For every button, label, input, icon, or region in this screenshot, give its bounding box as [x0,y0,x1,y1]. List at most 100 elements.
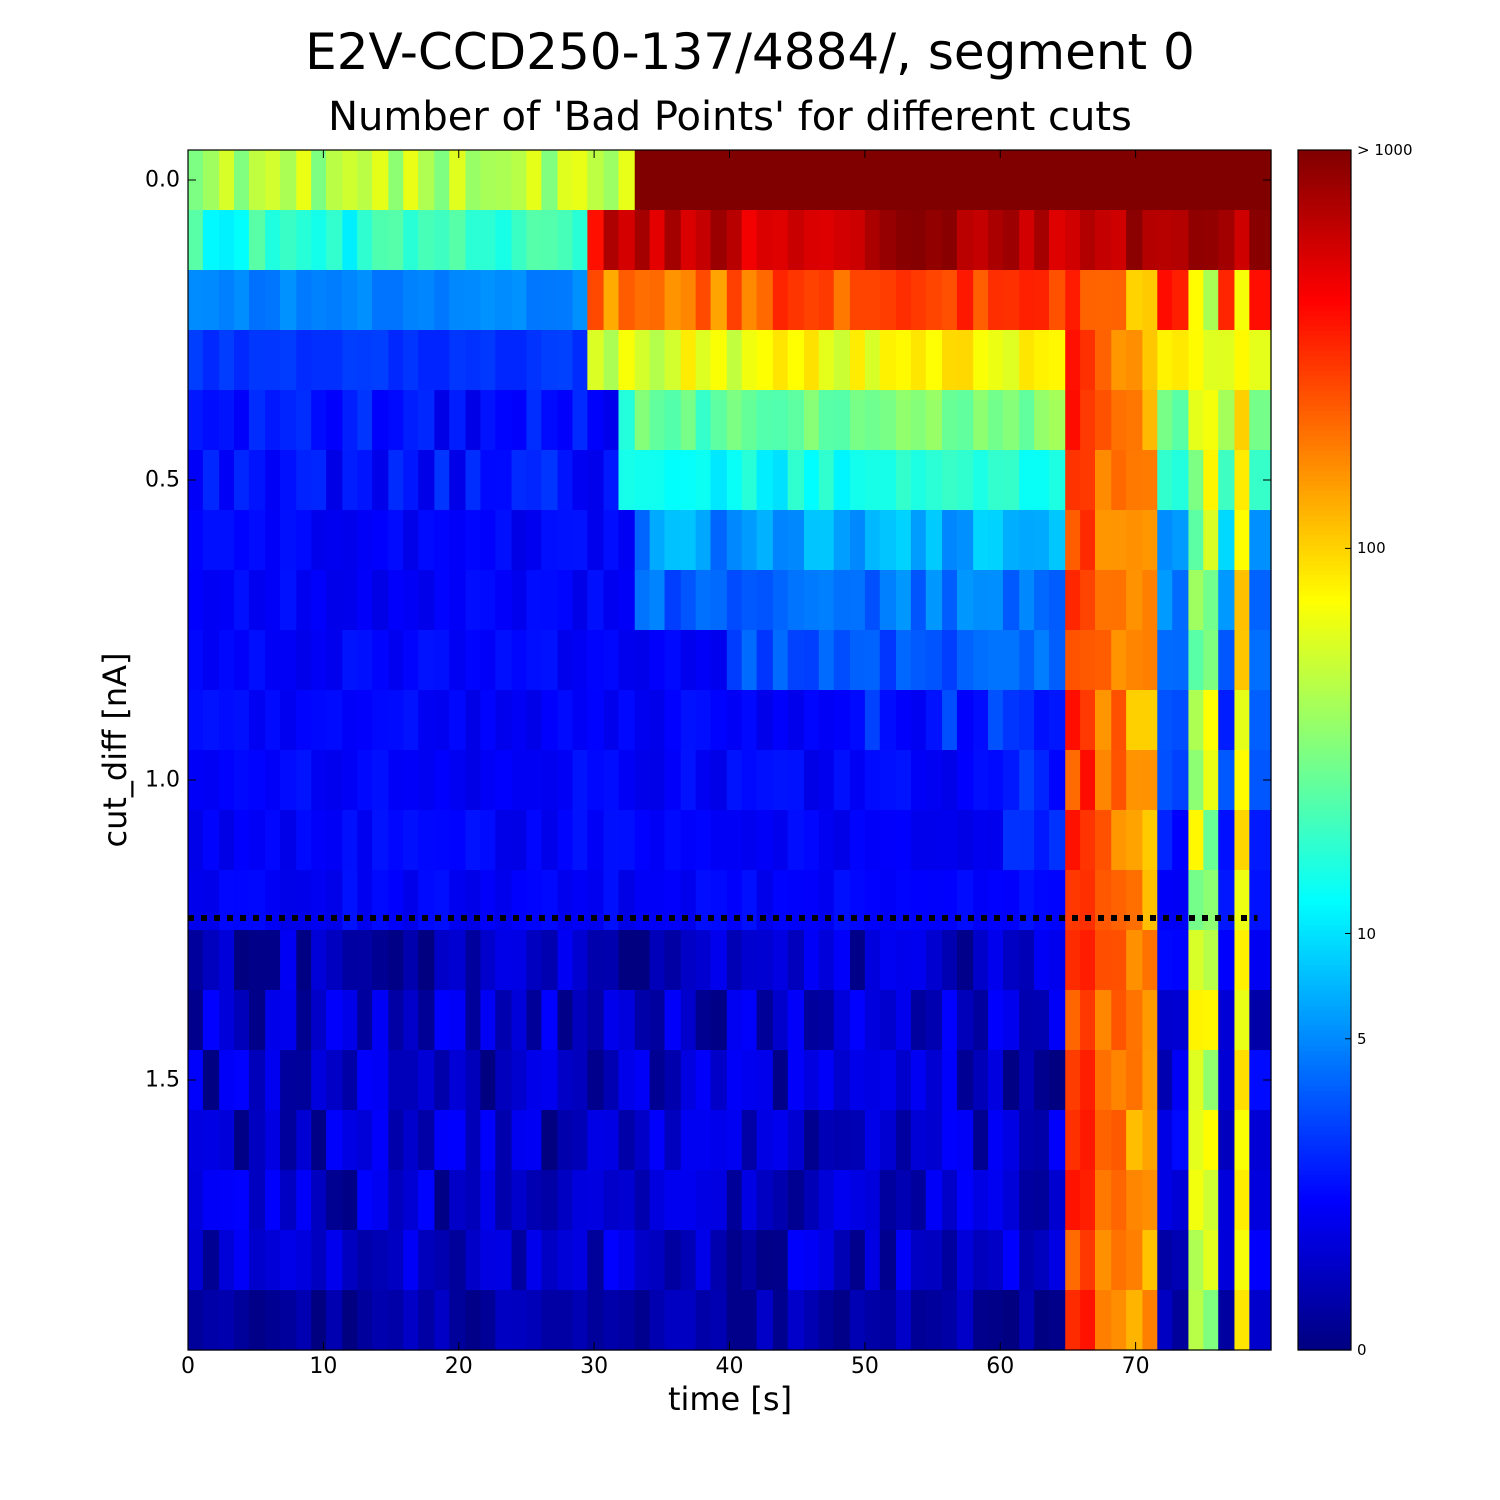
heatmap-cell [772,690,789,751]
heatmap-cell [864,1290,881,1351]
heatmap-cell [403,750,419,811]
colorbar-step [1298,605,1351,611]
heatmap-cell [664,870,682,931]
colorbar-step [1298,1245,1351,1251]
colorbar-step [1298,185,1351,191]
heatmap-cell [1142,390,1158,451]
colorbar-step [1298,1340,1351,1346]
heatmap-cell [372,390,389,451]
heatmap-cell [879,1110,897,1171]
heatmap-cell [833,270,851,331]
colorbar-step [1298,670,1351,676]
heatmap-cell [1095,1230,1112,1291]
heatmap-cell [219,150,235,211]
heatmap-cell [188,510,204,571]
heatmap-cell [526,1290,542,1351]
heatmap-cell [910,1110,927,1171]
heatmap-cell [695,390,712,451]
heatmap-cell [1142,1170,1158,1231]
heatmap-cell [1249,990,1272,1051]
heatmap-cell [1065,630,1081,691]
heatmap-cell [1249,1230,1272,1291]
heatmap-cell [956,630,974,691]
colorbar-step [1298,835,1351,841]
heatmap-cell [1157,1110,1173,1171]
heatmap-cell [925,750,943,811]
heatmap-cell [480,330,496,391]
colorbar-step [1298,675,1351,681]
heatmap-cell [388,330,404,391]
heatmap-cell [1172,510,1190,571]
heatmap-cell [587,510,605,571]
colorbar-step [1298,165,1351,171]
heatmap-cell [603,690,620,751]
heatmap-cell [296,330,312,391]
heatmap-cell [680,690,697,751]
heatmap-cell [388,630,404,691]
heatmap-cell [372,330,389,391]
heatmap-cell [219,390,235,451]
heatmap-cell [1002,810,1020,871]
heatmap-cell [833,390,851,451]
heatmap-cell [234,750,250,811]
heatmap-cell [1234,1110,1250,1171]
heatmap-cell [280,390,297,451]
heatmap-cell [910,150,927,211]
heatmap-cell [649,1290,666,1351]
heatmap-cell [772,330,789,391]
colorbar-step [1298,425,1351,431]
heatmap-cell [910,750,927,811]
heatmap-cell [403,450,419,511]
heatmap-cell [1157,630,1173,691]
colorbar-step [1298,880,1351,886]
heatmap-cell [942,750,958,811]
heatmap-cell [680,570,697,631]
heatmap-cell [480,690,496,751]
heatmap-cell [541,630,559,691]
heatmap-cell [449,570,467,631]
heatmap-cell [511,1290,528,1351]
colorbar-step [1298,970,1351,976]
heatmap-cell [956,870,974,931]
heatmap-cell [864,690,881,751]
heatmap-cell [418,690,435,751]
heatmap-cell [756,930,774,991]
colorbar-step [1298,1100,1351,1106]
heatmap-cell [634,1230,651,1291]
heatmap-cell [988,930,1004,991]
heatmap-cell [434,510,450,571]
heatmap-cell [849,210,866,271]
heatmap-cell [418,510,435,571]
heatmap-cell [833,450,851,511]
heatmap-cell [973,330,989,391]
heatmap-cell [326,1170,343,1231]
colorbar-step [1298,435,1351,441]
heatmap-cell [879,690,897,751]
heatmap-cell [372,930,389,991]
heatmap-cell [1048,570,1066,631]
heatmap-cell [587,1050,605,1111]
heatmap-cell [1065,810,1081,871]
heatmap-cell [357,930,373,991]
heatmap-cell [695,270,712,331]
heatmap-cell [1126,390,1143,451]
heatmap-cell [1142,570,1158,631]
colorbar-step [1298,1130,1351,1136]
heatmap-cell [1034,1290,1050,1351]
heatmap-cell [326,1050,343,1111]
heatmap-cell [818,570,835,631]
heatmap-cell [1203,1230,1219,1291]
colorbar-step [1298,700,1351,706]
heatmap-cell [772,450,789,511]
heatmap-cell [526,1050,542,1111]
heatmap-cell [710,330,728,391]
heatmap-cell [973,570,989,631]
heatmap-cell [1172,1170,1190,1231]
heatmap-cell [1065,1050,1081,1111]
y-axis-label: cut_diff [nA] [96,652,134,848]
colorbar-step [1298,1045,1351,1051]
heatmap-cell [664,570,682,631]
heatmap-cell [1142,210,1158,271]
heatmap-cell [511,450,528,511]
heatmap-cell [403,390,419,451]
